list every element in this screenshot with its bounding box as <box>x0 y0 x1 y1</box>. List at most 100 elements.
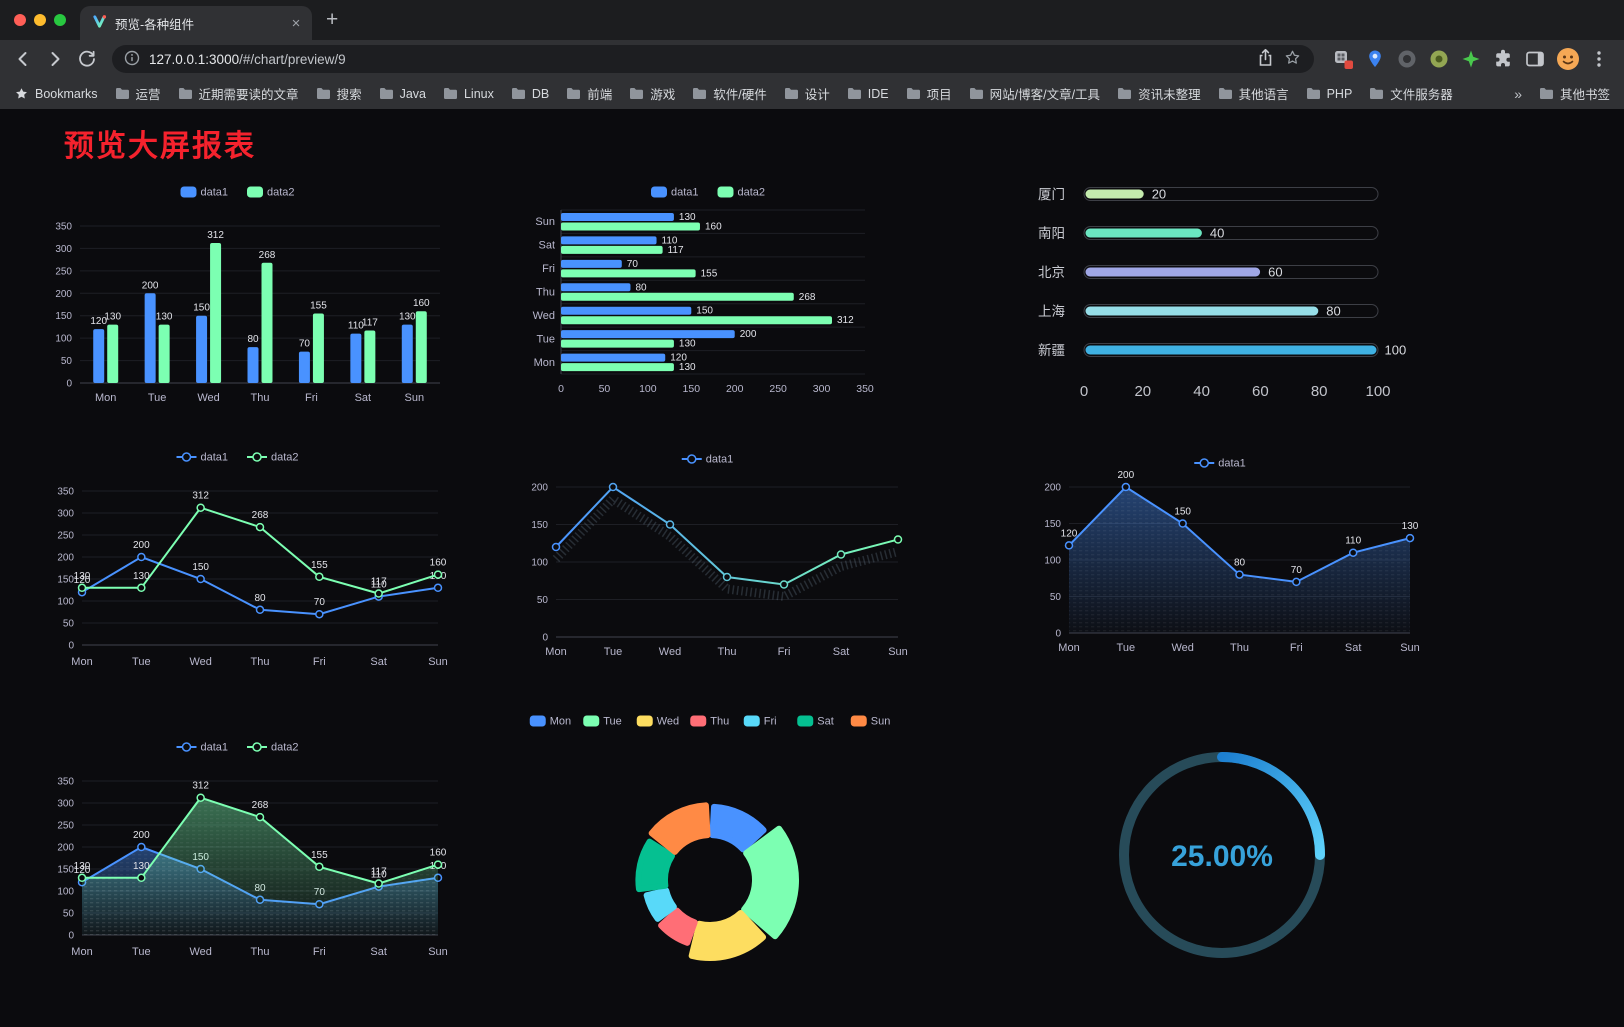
bookmark-folder[interactable]: 近期需要读的文章 <box>178 84 299 103</box>
extensions-puzzle-icon[interactable] <box>1492 48 1514 70</box>
svg-text:300: 300 <box>55 243 72 254</box>
rose-donut-chart[interactable]: Mon Tue Wed Thu Fri Sat Sun <box>505 705 915 1005</box>
svg-text:20: 20 <box>1134 383 1151 400</box>
site-info-icon[interactable] <box>124 50 140 69</box>
svg-text:100: 100 <box>1044 556 1061 567</box>
extension-pin-icon[interactable] <box>1364 48 1386 70</box>
other-bookmarks-item[interactable]: 其他书签 <box>1539 84 1610 103</box>
close-window-button[interactable] <box>14 14 26 26</box>
bookmark-folder[interactable]: 运营 <box>115 84 161 103</box>
page-content: 预览大屏报表 0 50 100 150 200 250 300 350 Mon Tue Wed Thu… <box>0 121 1624 1027</box>
bookmark-folder-label: 文件服务器 <box>1390 88 1453 102</box>
svg-text:Wed: Wed <box>657 716 679 728</box>
city-progress-chart[interactable]: 厦门 20 南阳 40 北京 60 上海 80 新疆 100 0 20 40 60 80 100 <box>1036 174 1408 426</box>
bookmark-folder[interactable]: 项目 <box>906 84 952 103</box>
area-line-chart[interactable]: 0 50 100 150 200 Mon Tue Wed Thu Fri Sat Sun 120 200 1… <box>1025 449 1420 681</box>
bookmarks-manager-item[interactable]: Bookmarks <box>14 86 98 101</box>
svg-text:70: 70 <box>1290 565 1302 576</box>
svg-text:160: 160 <box>430 557 447 568</box>
bookmark-folder[interactable]: 资讯未整理 <box>1117 84 1201 103</box>
svg-text:70: 70 <box>626 258 638 269</box>
svg-text:上海: 上海 <box>1038 304 1065 319</box>
bookmark-folder[interactable]: 游戏 <box>629 84 675 103</box>
extension-dark-circle-icon[interactable] <box>1396 48 1418 70</box>
bookmark-folder[interactable]: 设计 <box>784 84 830 103</box>
bookmark-folder[interactable]: Linux <box>443 87 494 101</box>
svg-text:厦门: 厦门 <box>1038 187 1065 202</box>
two-series-line-chart[interactable]: 0 50 100 150 200 250 300 350 Mon Tue Wed Thu Fri Sat S… <box>30 443 450 688</box>
back-button[interactable] <box>8 44 38 74</box>
gradient-line-chart[interactable]: 0 50 100 150 200 Mon Tue Wed Thu Fri Sat Sun data1 <box>510 445 910 685</box>
folder-icon <box>1306 88 1320 99</box>
svg-text:200: 200 <box>531 483 548 494</box>
side-panel-icon[interactable] <box>1524 48 1546 70</box>
svg-text:250: 250 <box>769 383 787 395</box>
svg-text:120: 120 <box>670 352 687 363</box>
svg-text:40: 40 <box>1193 383 1210 400</box>
svg-text:Tue: Tue <box>603 716 622 728</box>
svg-text:50: 50 <box>63 908 75 919</box>
tab-close-icon[interactable]: × <box>291 14 301 32</box>
bookmark-folder[interactable]: 软件/硬件 <box>692 84 767 103</box>
bookmarks-bar: Bookmarks 运营 近期需要读的文章 搜索 Java Linux DB 前端 游戏 软件/… <box>0 78 1624 109</box>
bookmark-folder[interactable]: IDE <box>847 87 889 101</box>
url-path: /#/chart/preview/9 <box>239 51 346 67</box>
bookmark-folder[interactable]: Java <box>379 87 426 101</box>
svg-text:Sun: Sun <box>535 216 555 228</box>
profile-avatar[interactable] <box>1556 47 1580 71</box>
page-title: 预览大屏报表 <box>64 130 256 163</box>
svg-text:Sun: Sun <box>1400 642 1420 654</box>
svg-text:312: 312 <box>192 490 209 501</box>
bookmark-folder-label: IDE <box>867 86 889 101</box>
folder-icon <box>178 88 192 99</box>
bookmark-folder[interactable]: 搜索 <box>316 84 362 103</box>
bookmark-folder[interactable]: 前端 <box>566 84 612 103</box>
svg-text:Fri: Fri <box>1289 642 1302 654</box>
address-bar[interactable]: 127.0.0.1:3000/#/chart/preview/9 <box>112 45 1314 73</box>
reload-button[interactable] <box>72 44 102 74</box>
bookmark-folder[interactable]: 其他语言 <box>1218 84 1289 103</box>
percentage-gauge[interactable]: 25.00% <box>1097 730 1347 980</box>
bookmark-folder[interactable]: 文件服务器 <box>1369 84 1453 103</box>
bookmark-star-icon[interactable] <box>1283 48 1302 70</box>
browser-tab[interactable]: 预览-各种组件 × <box>80 6 312 40</box>
svg-text:Sat: Sat <box>1344 642 1361 654</box>
bookmark-folder[interactable]: 网站/博客/文章/工具 <box>969 84 1100 103</box>
other-bookmarks-label: 其他书签 <box>1559 88 1610 102</box>
extension-sparkle-icon[interactable] <box>1460 48 1482 70</box>
bookmarks-overflow-chevron[interactable]: » <box>1514 85 1522 102</box>
svg-text:0: 0 <box>66 378 72 389</box>
svg-text:200: 200 <box>725 383 743 395</box>
zoom-window-button[interactable] <box>54 14 66 26</box>
svg-text:117: 117 <box>371 576 387 587</box>
svg-text:Thu: Thu <box>718 646 737 658</box>
svg-text:60: 60 <box>1268 265 1282 280</box>
minimize-window-button[interactable] <box>34 14 46 26</box>
svg-text:80: 80 <box>254 592 266 603</box>
bookmark-folder-label: 搜索 <box>336 88 362 102</box>
bookmark-folder[interactable]: DB <box>511 87 549 101</box>
svg-text:120: 120 <box>1060 528 1077 539</box>
folder-icon <box>567 88 581 99</box>
svg-text:Sat: Sat <box>538 239 555 251</box>
svg-text:150: 150 <box>1044 519 1061 530</box>
extension-olive-circle-icon[interactable] <box>1428 48 1450 70</box>
menu-kebab-icon[interactable] <box>1590 49 1608 69</box>
grouped-bar-chart[interactable]: 0 50 100 150 200 250 300 350 Mon Tue Wed Thu Fri Sat S… <box>30 178 450 423</box>
folder-icon <box>511 88 525 99</box>
svg-text:新疆: 新疆 <box>1038 343 1065 358</box>
svg-text:data2: data2 <box>737 186 765 198</box>
bookmark-folder[interactable]: PHP <box>1306 87 1352 101</box>
forward-button[interactable] <box>40 44 70 74</box>
svg-text:Wed: Wed <box>1171 642 1193 654</box>
two-series-area-chart[interactable]: 0 50 100 150 200 250 300 350 Mon Tue Wed Thu Fri Sat S… <box>30 733 450 978</box>
share-icon[interactable] <box>1257 48 1274 70</box>
svg-text:Mon: Mon <box>95 392 116 404</box>
new-tab-button[interactable]: + <box>326 8 339 31</box>
chart-cell: 0 50 100 150 200 250 300 350 Mon Tue Wed Thu Fri Sat S… <box>0 695 480 1015</box>
tab-favicon-icon <box>92 14 107 32</box>
chart-cell: 0 50 100 150 200 250 300 350 Sun 130 160 Sat 110 117 F… <box>480 165 940 435</box>
svg-text:200: 200 <box>142 280 159 291</box>
extension-grid-icon[interactable] <box>1332 48 1354 70</box>
